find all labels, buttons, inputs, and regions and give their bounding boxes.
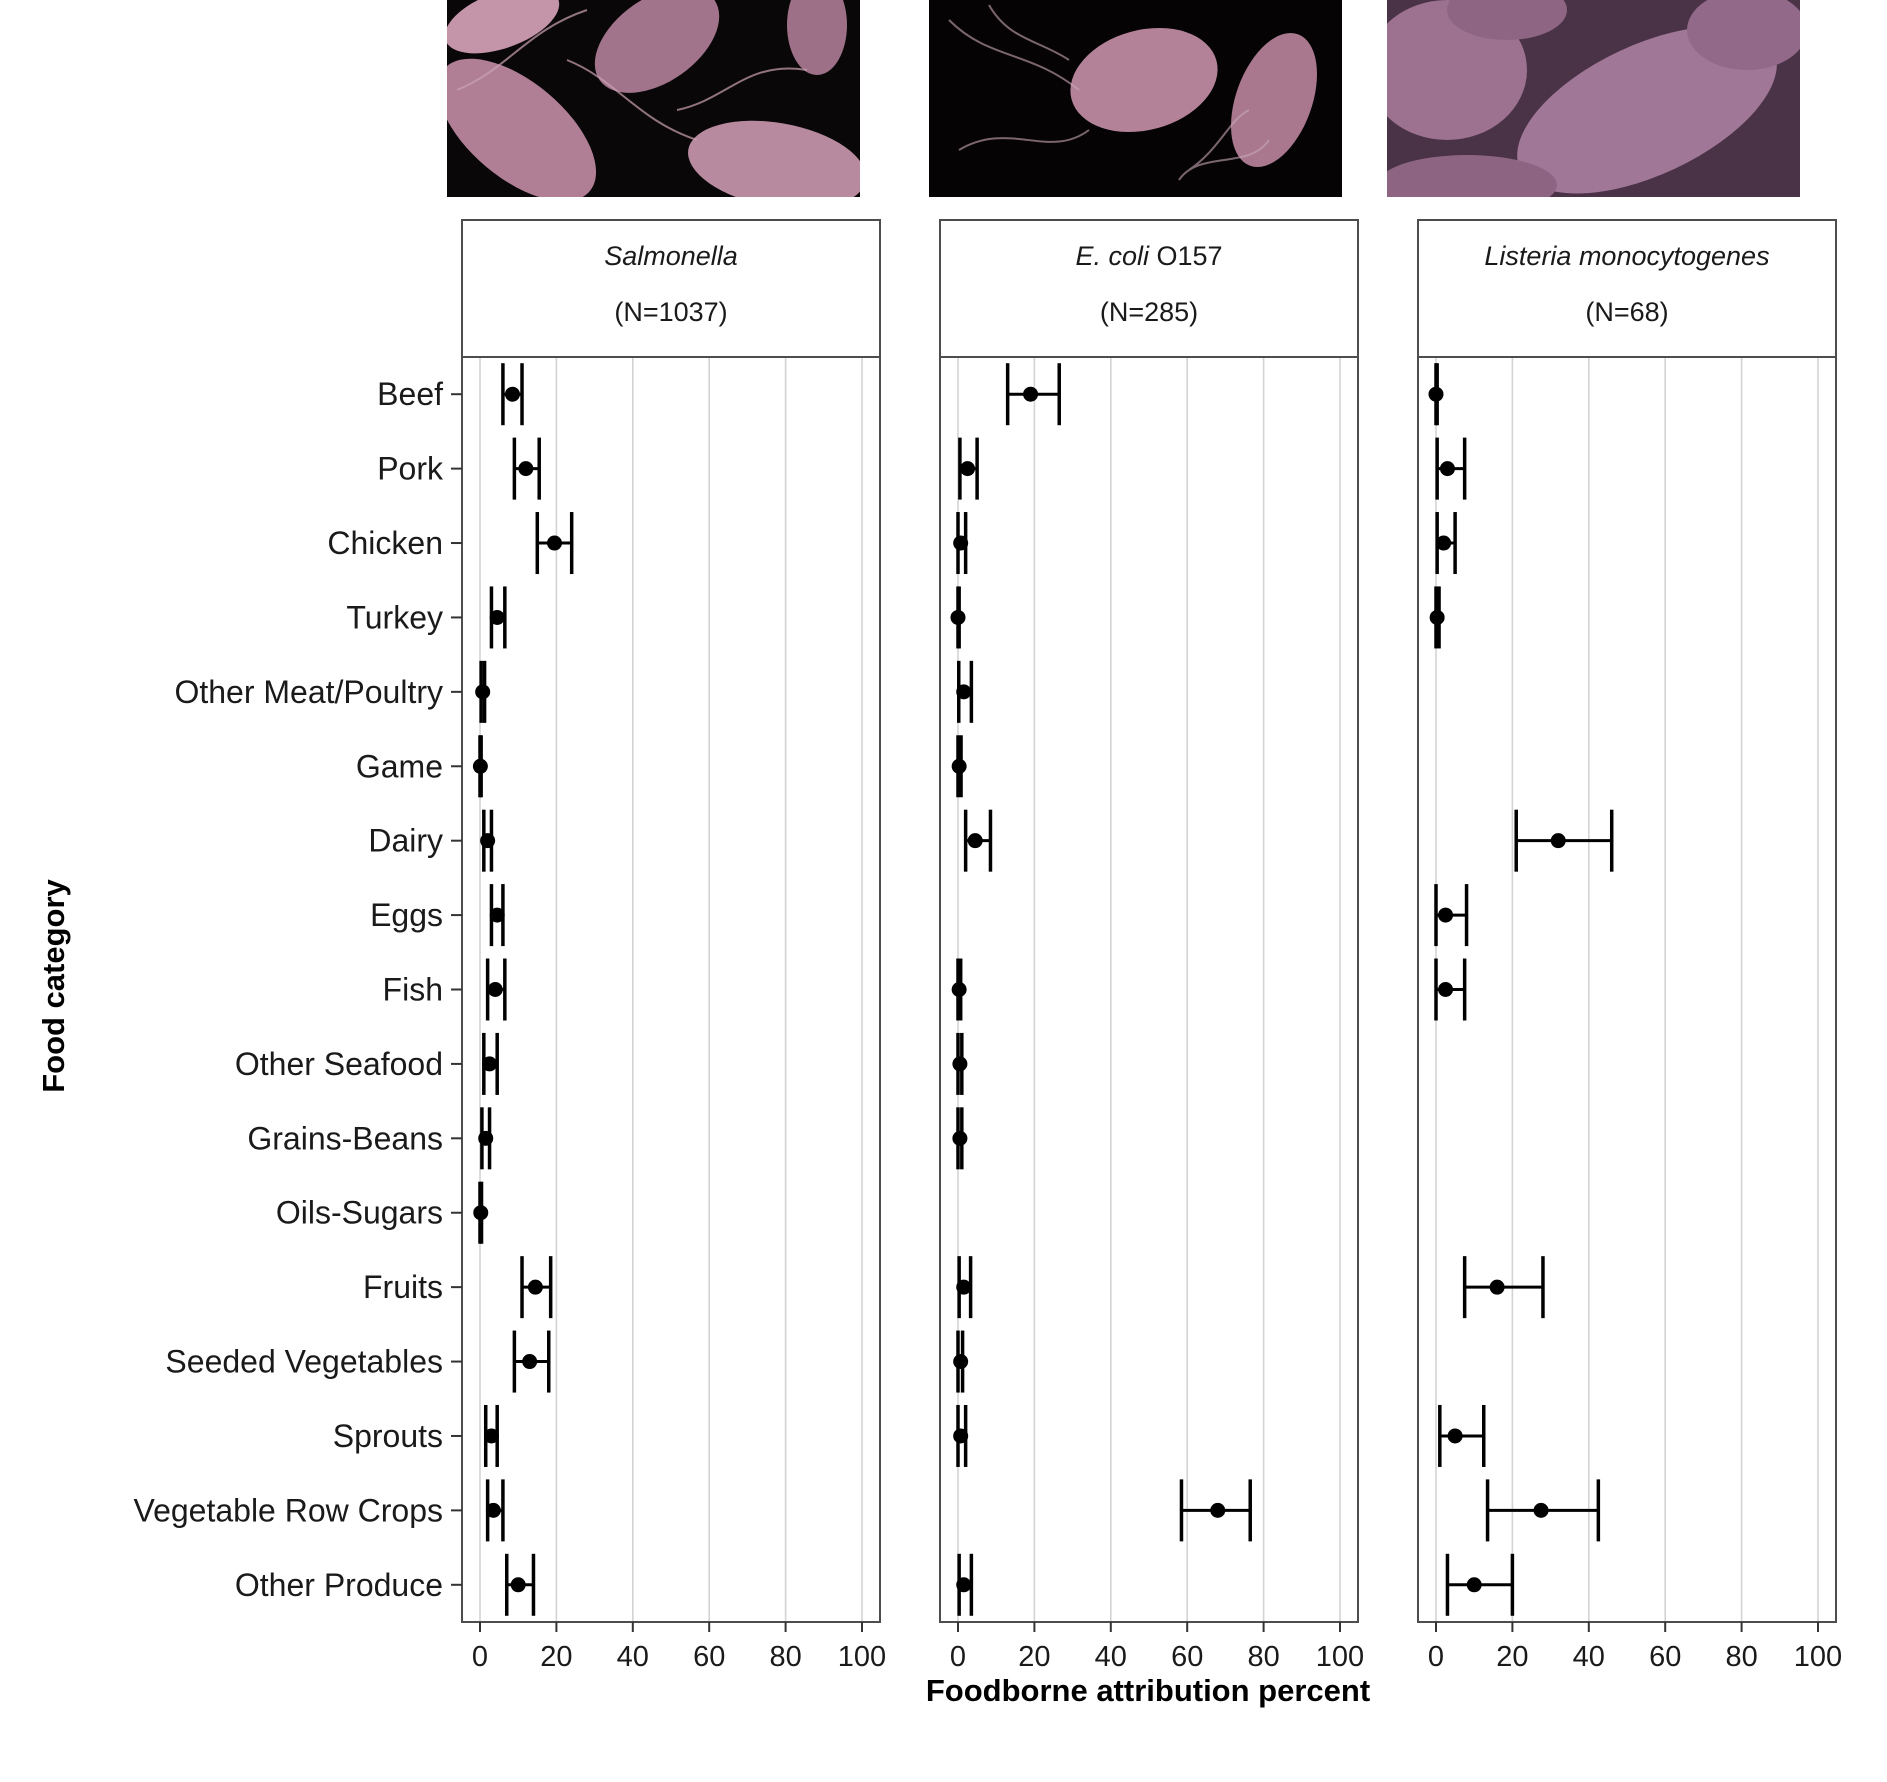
x-tick-label: 40 (1095, 1641, 1127, 1673)
data-point (546, 535, 562, 551)
panel-n-label: (N=68) (1585, 297, 1668, 327)
data-point (956, 684, 972, 700)
data-point (522, 1354, 538, 1370)
listeria-micrograph (1387, 0, 1800, 197)
data-point (967, 833, 983, 849)
x-tick-label: 40 (617, 1641, 649, 1673)
data-point (1533, 1502, 1549, 1518)
data-point (1428, 386, 1444, 402)
data-point (951, 758, 967, 774)
data-point (1489, 1279, 1505, 1295)
category-label: Other Meat/Poultry (174, 674, 443, 710)
panel: Salmonella (N=1037) 0 20 40 60 80 100 (461, 219, 886, 1673)
data-point (953, 535, 969, 551)
data-point (952, 1056, 968, 1072)
panel-border (939, 356, 1359, 1623)
data-point (1023, 386, 1039, 402)
category-label: Seeded Vegetables (165, 1344, 443, 1380)
x-tick-label: 80 (1247, 1641, 1279, 1673)
category-label: Other Produce (235, 1567, 443, 1603)
category-label: Chicken (327, 525, 443, 561)
data-point (956, 1577, 972, 1593)
data-point (518, 461, 534, 477)
x-tick-label: 100 (838, 1641, 886, 1673)
data-point (489, 609, 505, 625)
category-label: Vegetable Row Crops (133, 1492, 443, 1528)
category-label: Pork (377, 451, 444, 487)
category-label: Turkey (346, 599, 443, 635)
category-label: Game (356, 748, 443, 784)
x-tick-label: 100 (1794, 1641, 1842, 1673)
y-axis-title: Food category (36, 878, 71, 1092)
data-point (489, 907, 505, 923)
salmonella-micrograph (447, 0, 860, 197)
data-point (1439, 461, 1455, 477)
data-point (1447, 1428, 1463, 1444)
category-label: Eggs (370, 897, 443, 933)
data-point (1550, 833, 1566, 849)
x-tick-label: 60 (693, 1641, 725, 1673)
panel-n-label: (N=1037) (614, 297, 727, 327)
data-point (1429, 609, 1445, 625)
data-point (952, 1130, 968, 1146)
data-point (1210, 1502, 1226, 1518)
data-point (956, 1279, 972, 1295)
data-point (953, 1354, 969, 1370)
data-point (485, 1502, 501, 1518)
category-label: Other Seafood (235, 1046, 443, 1082)
category-label: Oils-Sugars (276, 1195, 443, 1231)
category-label: Grains-Beans (247, 1120, 443, 1156)
panel-title: E. coli O157 (1075, 241, 1222, 271)
data-point (1466, 1577, 1482, 1593)
data-point (510, 1577, 526, 1593)
x-tick-label: 80 (1725, 1641, 1757, 1673)
category-label: Dairy (368, 823, 443, 859)
data-point (950, 609, 966, 625)
x-tick-label: 80 (769, 1641, 801, 1673)
panel: Listeria monocytogenes (N=68) 0 20 40 60 80 100 (1417, 219, 1842, 1673)
data-point (504, 386, 520, 402)
data-point (953, 1428, 969, 1444)
x-tick-label: 100 (1316, 1641, 1364, 1673)
x-tick-label: 0 (1428, 1641, 1444, 1673)
data-point (480, 833, 496, 849)
data-point (482, 1056, 498, 1072)
data-point (1436, 535, 1452, 551)
panel-border (461, 356, 881, 1623)
x-tick-label: 0 (472, 1641, 488, 1673)
panel-title: Salmonella (604, 241, 738, 271)
panel-title: Listeria monocytogenes (1484, 241, 1769, 271)
x-tick-label: 20 (540, 1641, 572, 1673)
data-point (487, 982, 503, 997)
data-point (1438, 982, 1454, 997)
category-label: Beef (377, 376, 443, 412)
x-tick-label: 20 (1018, 1641, 1050, 1673)
panel: E. coli O157 (N=285) 0 20 40 60 80 100 (939, 219, 1364, 1673)
data-point (478, 1130, 494, 1146)
data-point (472, 758, 488, 774)
category-label: Sprouts (333, 1418, 443, 1454)
panel-border (1417, 356, 1837, 1623)
x-tick-label: 20 (1496, 1641, 1528, 1673)
x-axis-title: Foodborne attribution percent (926, 1673, 1370, 1708)
category-label: Fruits (363, 1269, 443, 1305)
x-tick-label: 60 (1649, 1641, 1681, 1673)
ecoli-micrograph (929, 0, 1342, 197)
panel-n-label: (N=285) (1100, 297, 1198, 327)
panel-strip (1417, 219, 1837, 358)
category-label: Fish (383, 972, 443, 1008)
data-point (527, 1279, 543, 1295)
data-point (475, 684, 491, 700)
data-point (1438, 907, 1454, 923)
data-point (473, 1205, 489, 1221)
x-tick-label: 0 (950, 1641, 966, 1673)
panel-strip (939, 219, 1359, 358)
x-tick-label: 40 (1573, 1641, 1605, 1673)
data-point (951, 982, 967, 997)
data-point (960, 461, 976, 477)
x-tick-label: 60 (1171, 1641, 1203, 1673)
data-point (483, 1428, 499, 1444)
